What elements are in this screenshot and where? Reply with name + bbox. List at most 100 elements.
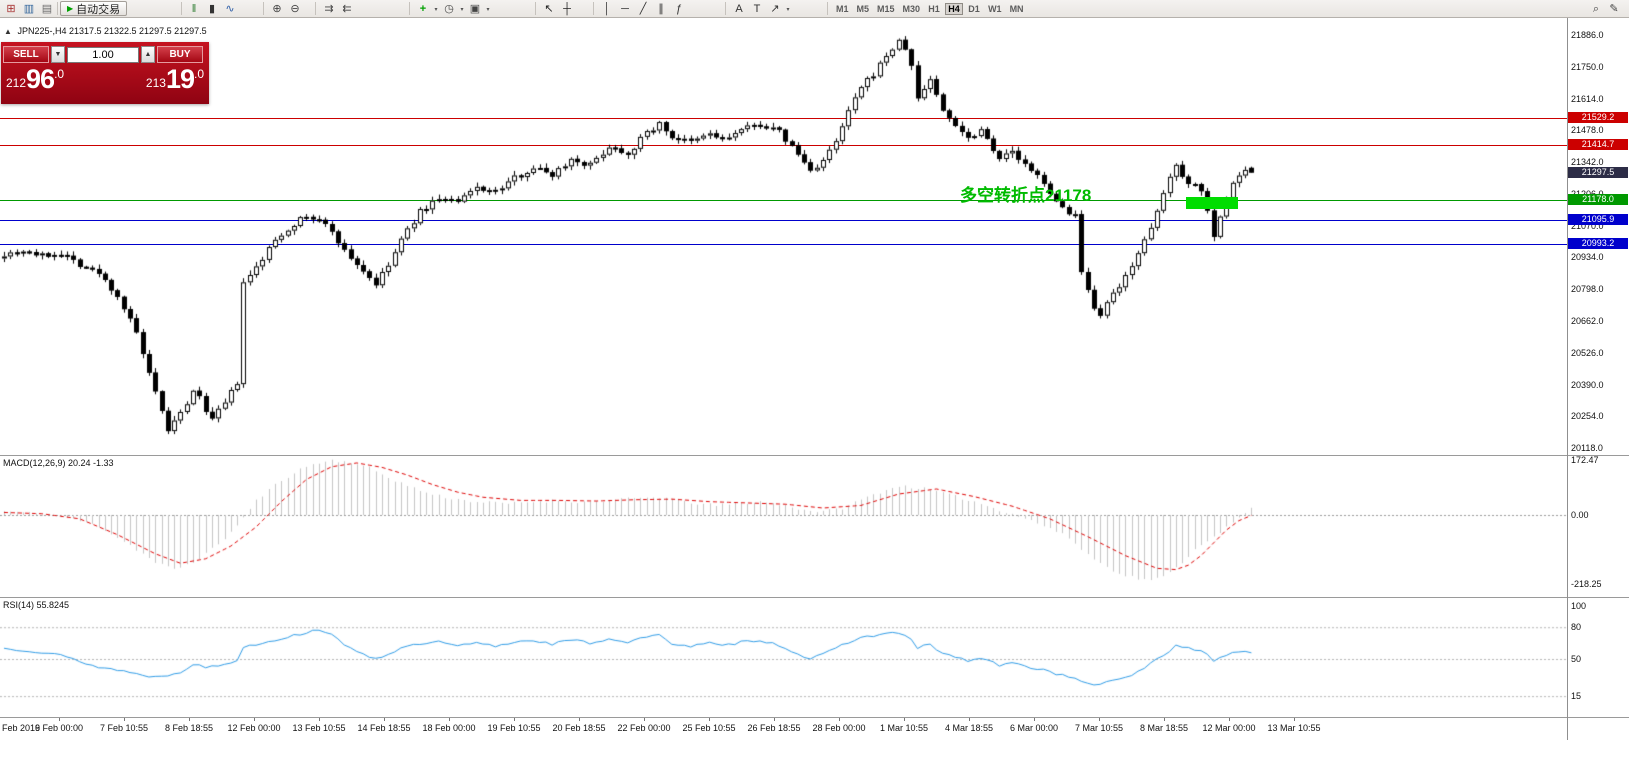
sell-price[interactable]: 212 96.0 <box>6 64 64 94</box>
play-icon: ▶ <box>67 4 74 13</box>
periods-icon[interactable]: ◷ <box>444 2 454 15</box>
time-tick <box>839 718 840 721</box>
periods-icon-caret[interactable]: ▾ <box>460 6 464 13</box>
time-tick <box>579 718 580 721</box>
rsi-timeaxis-separator[interactable] <box>0 717 1629 718</box>
timeframe-button-h4[interactable]: H4 <box>945 3 964 15</box>
zoom-out-icon[interactable]: ⊖ <box>290 2 300 15</box>
toolbar-group-pointer-icons: ↖ ┼ <box>540 1 576 17</box>
macd-label: MACD(12,26,9) 20.24 -1.33 <box>3 458 114 468</box>
bar-chart-icon[interactable]: ‖ <box>191 2 197 15</box>
vertical-line-icon[interactable]: │ <box>603 2 611 15</box>
macd-scale-label: 172.47 <box>1571 455 1599 466</box>
time-tick <box>1164 718 1165 721</box>
new-order-icon[interactable]: ⊞ <box>6 2 16 15</box>
time-tick <box>189 718 190 721</box>
timeframe-button-h1[interactable]: H1 <box>928 4 940 14</box>
ohlc-values: 21317.5 21322.5 21297.5 21297.5 <box>68 26 207 36</box>
one-click-collapse-toggle[interactable]: ▲ <box>4 27 12 36</box>
chart-highlight-box[interactable] <box>1186 197 1238 209</box>
price-tick-label: 21342.0 <box>1571 157 1604 168</box>
channel-icon[interactable]: ∥ <box>658 2 664 15</box>
navigator-icon[interactable]: ▤ <box>41 2 53 15</box>
volume-input[interactable] <box>67 46 139 63</box>
time-tick-label: 4 Mar 18:55 <box>944 723 994 733</box>
cursor-icon[interactable]: ↖ <box>544 2 554 15</box>
indicators-icon-caret[interactable]: ▾ <box>434 6 438 13</box>
buy-price-big: 19 <box>165 64 195 94</box>
rsi-panel: RSI(14) 55.8245 <box>0 598 1567 717</box>
templates-icon-caret[interactable]: ▾ <box>486 6 490 13</box>
macd-scale-label: -218.25 <box>1571 579 1602 590</box>
zoom-in-icon[interactable]: ⊕ <box>272 2 282 15</box>
sell-button[interactable]: SELL <box>3 46 49 63</box>
fibonacci-icon[interactable]: ƒ <box>675 2 683 15</box>
toolbar-group-scroll-icons: ⇉ ⇇ <box>320 1 356 17</box>
time-tick-label: 22 Feb 00:00 <box>617 723 671 733</box>
auto-scroll-icon[interactable]: ⇉ <box>324 2 334 15</box>
timeframe-button-m15[interactable]: M15 <box>877 4 895 14</box>
macd-indicator-chart[interactable] <box>0 456 1567 597</box>
chart-shift-icon[interactable]: ⇇ <box>342 2 352 15</box>
timeframe-button-m5[interactable]: M5 <box>856 4 870 14</box>
time-tick-label: 1 Mar 10:55 <box>879 723 929 733</box>
arrows-icon[interactable]: ↗ <box>770 2 780 15</box>
candlestick-chart[interactable] <box>0 18 1567 455</box>
price-level-label: 21414.7 <box>1568 139 1628 150</box>
time-tick-label: Feb 2019 <box>2 723 41 733</box>
price-tick-label: 20526.0 <box>1571 347 1604 358</box>
indicators-icon[interactable]: + <box>419 2 427 15</box>
timeframe-button-m1[interactable]: M1 <box>836 4 849 14</box>
buy-price[interactable]: 213 19.0 <box>146 64 204 94</box>
time-tick-label: 12 Mar 00:00 <box>1202 723 1256 733</box>
time-tick <box>709 718 710 721</box>
templates-icon[interactable]: ▣ <box>469 2 481 15</box>
text-icon[interactable]: A <box>735 2 743 15</box>
rsi-indicator-chart[interactable] <box>0 598 1567 717</box>
market-watch-icon[interactable]: ▥ <box>23 2 35 15</box>
toolbar: ▶ 自动交易 ⊞ ▥ ▤ ‖ ▮ ∿ ⊕ ⊖ ⇉ ⇇ + ▾ ◷ ▾ ▣ ▾ ↖ ┼ │ ─ ╱ ∥ ƒ A T ↗ ▾ M1 M5 M1… <box>0 0 1629 18</box>
price-level-label: 21178.0 <box>1568 194 1628 205</box>
crosshair-icon[interactable]: ┼ <box>563 2 571 15</box>
buy-button[interactable]: BUY <box>157 46 203 63</box>
time-tick-label: 7 Feb 10:55 <box>99 723 149 733</box>
macd-rsi-separator[interactable] <box>0 597 1629 598</box>
volume-increase-button[interactable]: ▲ <box>141 46 155 63</box>
timeframe-button-mn[interactable]: MN <box>1009 4 1024 14</box>
macd-panel: MACD(12,26,9) 20.24 -1.33 <box>0 456 1567 597</box>
buy-price-suffix: .0 <box>193 67 204 81</box>
price-scale[interactable] <box>1568 18 1629 740</box>
line-chart-icon[interactable]: ∿ <box>225 2 235 15</box>
time-tick <box>319 718 320 721</box>
text-label-icon[interactable]: T <box>753 2 761 15</box>
horizontal-line-icon[interactable]: ─ <box>621 2 629 15</box>
toolbar-separator <box>315 2 316 15</box>
toolbar-group-dropdown-icons: + ▾ ◷ ▾ ▣ ▾ <box>414 1 492 17</box>
chart-macd-separator[interactable] <box>0 455 1629 456</box>
edit-icon[interactable]: ✎ <box>1609 2 1619 15</box>
trendline-icon[interactable]: ╱ <box>639 2 647 15</box>
arrows-icon-caret[interactable]: ▾ <box>786 6 790 13</box>
time-tick <box>1099 718 1100 721</box>
time-tick <box>774 718 775 721</box>
toolbar-timeframes: M1 M5 M15 M30 H1 H4 D1 W1 MN <box>833 1 1029 17</box>
time-tick-label: 13 Feb 10:55 <box>292 723 346 733</box>
toolbar-group-draw-icons: │ ─ ╱ ∥ ƒ <box>598 1 688 17</box>
search-icon[interactable]: ⌕ <box>1592 2 1600 15</box>
price-level-label: 21095.9 <box>1568 214 1628 225</box>
time-scale[interactable]: Feb 2019 6 Feb 00:00 7 Feb 10:55 8 Feb 18:5… <box>0 718 1567 740</box>
auto-trading-button[interactable]: ▶ 自动交易 <box>60 1 128 16</box>
sell-price-suffix: .0 <box>54 67 65 81</box>
time-tick <box>59 718 60 721</box>
timeframe-button-w1[interactable]: W1 <box>988 4 1002 14</box>
timeframe-button-d1[interactable]: D1 <box>968 4 980 14</box>
sell-price-prefix: 212 <box>6 76 27 90</box>
candlestick-icon[interactable]: ▮ <box>208 2 216 15</box>
chart-annotation-text[interactable]: 多空转折点21178 <box>960 186 1092 205</box>
volume-decrease-button[interactable]: ▼ <box>51 46 65 63</box>
timeframe-button-m30[interactable]: M30 <box>902 4 921 14</box>
toolbar-right-icons: ⌕ ✎ <box>1587 1 1623 17</box>
toolbar-separator <box>181 2 182 15</box>
